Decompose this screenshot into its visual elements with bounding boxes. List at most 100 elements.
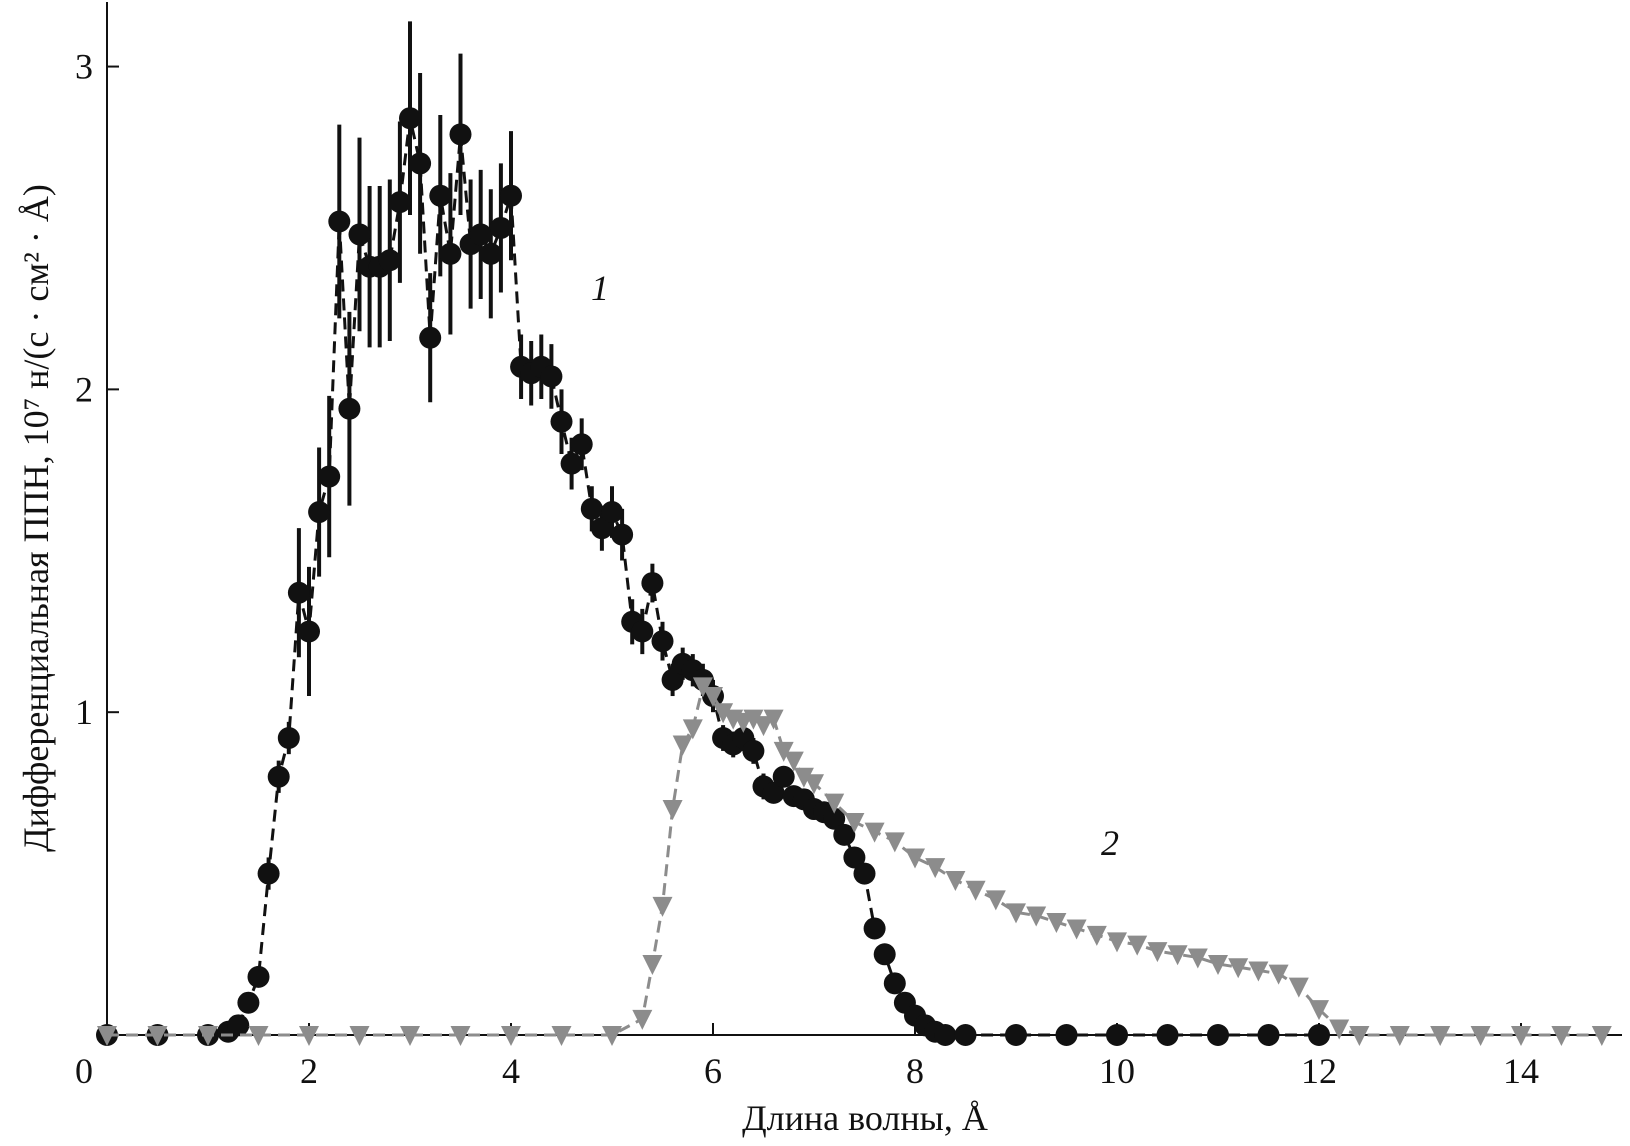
point <box>198 1026 218 1046</box>
point <box>873 943 896 966</box>
point <box>1349 1026 1370 1046</box>
x-tick-label: 2 <box>300 1051 318 1091</box>
point <box>1511 1026 1531 1046</box>
point <box>884 832 905 853</box>
point <box>853 862 876 885</box>
point <box>439 242 462 265</box>
point <box>388 191 411 214</box>
point <box>713 703 734 724</box>
point <box>328 210 351 233</box>
point <box>318 465 341 488</box>
point <box>1187 948 1208 969</box>
x-tick-label: 12 <box>1301 1051 1337 1091</box>
point <box>1268 964 1289 985</box>
x-tick-label: 10 <box>1099 1051 1135 1091</box>
y-tick-label: 3 <box>75 47 93 87</box>
point <box>378 249 401 272</box>
point <box>743 709 764 730</box>
point <box>863 917 886 940</box>
point <box>500 184 522 207</box>
point <box>611 523 634 546</box>
series <box>97 677 1612 1046</box>
point <box>965 880 986 901</box>
point <box>793 767 814 788</box>
point <box>237 991 260 1014</box>
point <box>772 765 795 788</box>
point <box>985 890 1006 911</box>
y-tick-label: 2 <box>75 369 93 409</box>
point <box>742 739 765 762</box>
point <box>338 397 361 420</box>
point <box>631 620 654 643</box>
point <box>1228 958 1249 979</box>
point <box>1591 1026 1612 1046</box>
point <box>1026 906 1047 927</box>
series-line <box>107 117 1319 1037</box>
point <box>267 765 290 788</box>
point <box>602 1026 622 1046</box>
series-label: 2 <box>1101 823 1119 863</box>
point <box>550 410 573 433</box>
x-axis-title: Длина волны, Å <box>742 1098 988 1138</box>
point <box>1308 1024 1330 1046</box>
point <box>692 677 713 698</box>
point <box>1551 1026 1572 1046</box>
point <box>429 184 452 207</box>
point <box>501 1026 521 1046</box>
x-tick-label: 14 <box>1503 1051 1539 1091</box>
point <box>1288 977 1309 998</box>
point <box>762 781 785 804</box>
point <box>905 848 925 869</box>
point <box>833 823 856 846</box>
point <box>601 501 623 524</box>
point <box>570 433 593 456</box>
point <box>580 497 603 520</box>
point <box>703 687 723 708</box>
point <box>641 572 664 595</box>
point <box>257 862 280 885</box>
point <box>753 716 774 737</box>
point <box>298 620 320 643</box>
point <box>348 223 371 246</box>
point <box>1167 945 1188 966</box>
y-axis-title: Дифференциальная ППН, 10⁷ н/(с · см² · Å… <box>16 184 56 852</box>
point <box>1107 932 1127 953</box>
point <box>1147 942 1168 963</box>
point <box>277 727 300 750</box>
point <box>925 858 946 879</box>
point <box>1430 1026 1451 1046</box>
series <box>96 21 1330 1046</box>
point <box>1257 1024 1280 1046</box>
point <box>560 452 583 475</box>
series-label: 1 <box>591 268 609 308</box>
point <box>843 846 866 869</box>
point <box>783 751 804 772</box>
point <box>1470 1026 1491 1046</box>
point <box>1208 954 1228 975</box>
point <box>773 741 794 762</box>
point <box>1127 935 1148 956</box>
point <box>1106 1024 1128 1046</box>
point <box>299 1026 319 1046</box>
point <box>763 709 784 730</box>
point <box>651 630 674 653</box>
point <box>469 223 492 246</box>
point <box>934 1024 957 1046</box>
point <box>400 1026 420 1046</box>
point <box>1066 919 1087 940</box>
point <box>662 800 683 821</box>
point <box>97 1026 117 1046</box>
point <box>419 326 442 349</box>
point <box>227 1014 250 1037</box>
point <box>864 822 885 843</box>
point <box>954 1024 977 1046</box>
x-tick-label: 0 <box>75 1051 93 1091</box>
point <box>308 501 331 524</box>
point <box>540 365 563 388</box>
point <box>945 871 966 892</box>
point <box>1156 1024 1179 1046</box>
point <box>804 774 824 795</box>
point <box>642 954 663 975</box>
